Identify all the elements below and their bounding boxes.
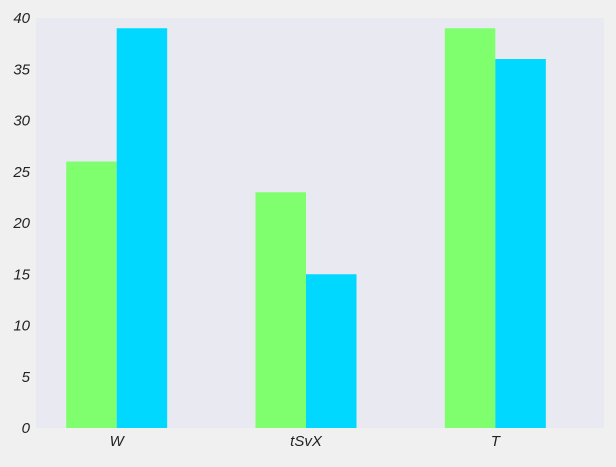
y-tick-label: 5 (22, 369, 31, 386)
bar-W-series-2 (116, 28, 168, 428)
bar-W-series-1 (66, 161, 117, 428)
y-tick-label: 30 (13, 113, 30, 130)
x-tick-label: tSvX (290, 433, 323, 450)
y-tick-label: 35 (13, 61, 30, 78)
x-tick-label: W (110, 433, 126, 450)
bar-group (66, 28, 546, 428)
x-tick-label: T (491, 433, 502, 450)
y-tick-label: 25 (12, 164, 30, 181)
bar-tSvX-series-2 (306, 274, 357, 428)
bar-tSvX-series-1 (255, 192, 306, 428)
y-tick-label: 40 (13, 10, 30, 27)
bar-T-series-2 (495, 59, 546, 428)
y-tick-label: 10 (13, 318, 30, 335)
bar-T-series-1 (444, 28, 496, 428)
y-tick-label: 20 (12, 215, 30, 232)
y-tick-label: 0 (22, 420, 31, 437)
y-tick-label: 15 (13, 266, 30, 283)
y-axis-ticks: 0 5 10 15 20 25 30 35 40 (12, 10, 30, 437)
